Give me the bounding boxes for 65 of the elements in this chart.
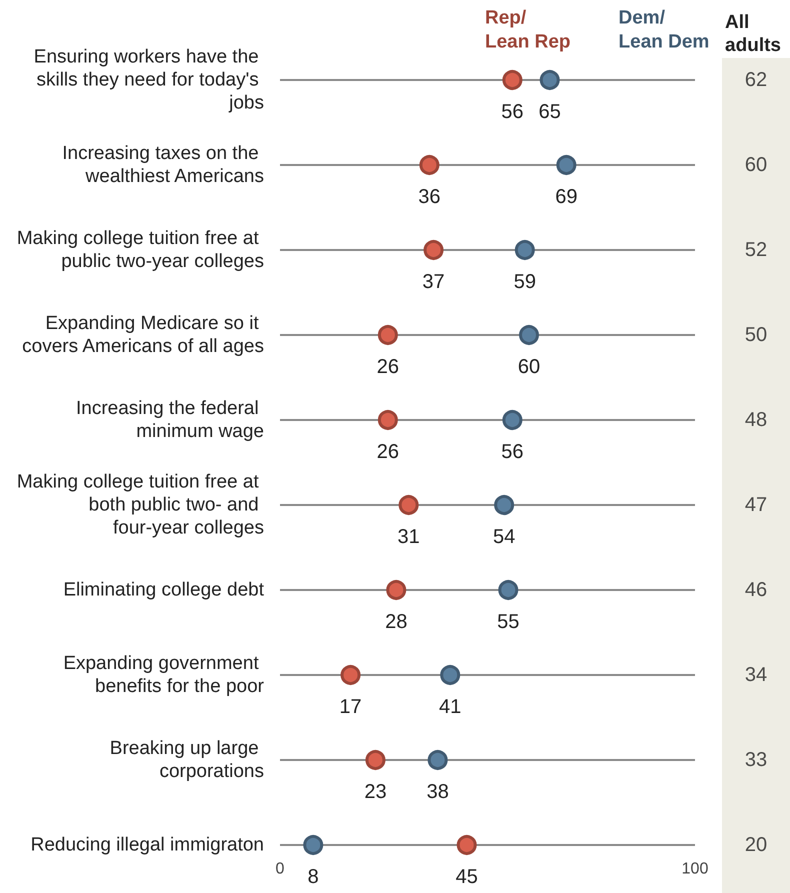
point (502, 70, 522, 90)
data-label: 54 (492, 526, 516, 548)
data-label: 59 (514, 271, 536, 293)
y-tick-label: Ensuring workers have the skills they need for today's jobs (34, 46, 264, 114)
y-tick-label: Making college tuition free at public two-year colleges (16, 228, 264, 272)
text: All adults (725, 12, 781, 56)
y-tick-label: Eliminating college debt (63, 580, 265, 600)
point (365, 750, 386, 770)
data-label: 56 (501, 101, 524, 123)
data-label: 23 (364, 781, 387, 803)
x-tick-label: 0 (276, 860, 285, 878)
point (514, 240, 535, 260)
data-label: 36 (418, 186, 441, 208)
data-label: 41 (439, 696, 462, 718)
x-tick-label: 100 (682, 860, 708, 878)
data-label: 45 (456, 866, 478, 888)
data-label: 65 (538, 101, 561, 123)
data-label: 34 (744, 664, 768, 686)
point (398, 495, 419, 515)
point (456, 835, 477, 855)
data-label: 48 (744, 409, 768, 431)
point (378, 410, 398, 430)
point (556, 155, 576, 175)
data-label: 55 (497, 611, 520, 633)
y-tick-label: Reducing illegal immigraton (30, 834, 264, 856)
point (340, 665, 361, 685)
point (419, 155, 440, 175)
point (424, 240, 444, 260)
y-tick-label: Breaking up large corporations (110, 738, 264, 782)
data-label: 47 (744, 494, 768, 516)
data-label: 52 (744, 239, 768, 261)
series-label: Rep/ Lean Rep (485, 8, 571, 52)
data-label: 37 (422, 271, 445, 293)
y-tick-label: Expanding government benefits for the poor (63, 653, 265, 697)
data-label: 26 (376, 441, 400, 463)
data-label: 17 (339, 696, 362, 718)
point (378, 325, 398, 345)
data-label: 38 (426, 781, 449, 803)
data-label: 26 (376, 356, 400, 378)
data-label: 50 (744, 324, 768, 346)
data-label: 8 (308, 866, 319, 888)
data-label: 46 (744, 579, 768, 601)
y-tick-label: Increasing taxes on the wealthiest Americans (62, 143, 264, 187)
data-label: 62 (744, 69, 768, 91)
y-tick-label: Expanding Medicare so it covers Americans of all ages (22, 313, 264, 357)
data-label: 60 (744, 154, 768, 176)
data-label: 69 (555, 186, 578, 208)
y-tick-label: Increasing the federal minimum wage (76, 398, 264, 442)
data-label: 31 (398, 526, 420, 548)
point (498, 580, 518, 600)
data-label: 56 (501, 441, 524, 463)
y-tick-label: Making college tuition free at both public two- and four-year colleges (16, 472, 264, 538)
text: Dem/ Lean Dem (618, 8, 710, 52)
data-label: 33 (744, 749, 768, 771)
data-label: 60 (518, 356, 540, 378)
point (540, 70, 560, 90)
point (428, 750, 448, 770)
point (303, 835, 324, 855)
point (494, 495, 514, 515)
point (440, 665, 460, 685)
point (519, 325, 539, 345)
data-label: 28 (385, 611, 408, 633)
point (386, 580, 406, 600)
data-label: 20 (744, 834, 768, 856)
point (502, 410, 522, 430)
